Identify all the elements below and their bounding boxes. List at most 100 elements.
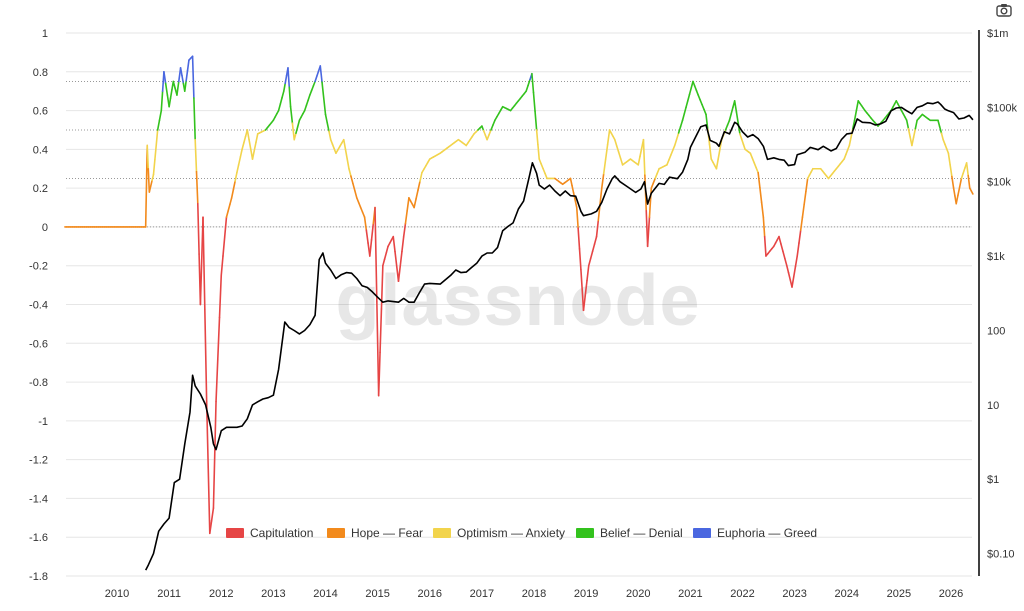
nupl-segment [392,235,396,253]
nupl-segment [617,151,622,160]
nupl-segment [152,158,156,176]
legend: Capitulation Hope — Fear Optimism — Anxiet… [226,526,817,540]
nupl-segment [942,138,946,145]
nupl-segment [220,255,224,277]
legend-swatch [226,528,244,538]
nupl-segment [160,90,164,112]
nupl-segment [666,159,670,166]
nupl-segment [331,143,335,150]
nupl-segment [733,100,738,113]
nupl-segment [912,127,917,138]
nupl-segment [957,186,961,197]
nupl-segment [399,250,403,268]
nupl-segment [210,507,215,522]
nupl-segment [760,201,765,219]
nupl-segment [158,109,163,122]
left-tick-label: 0.8 [33,67,48,79]
nupl-segment [717,148,721,160]
nupl-segment [762,216,766,238]
nupl-segment [531,72,535,94]
nupl-segment [798,229,802,244]
nupl-segment [295,125,299,134]
nupl-segment [542,167,546,175]
nupl-segment [216,316,221,361]
nupl-segment [144,144,149,228]
nupl-segment [255,133,259,144]
legend-label: Euphoria — Greed [717,526,817,540]
right-tick-label: $10k [987,177,1011,189]
nupl-segment [415,189,419,200]
nupl-segment [185,69,189,82]
nupl-segment [784,257,788,267]
nupl-segment [208,519,213,535]
nupl-segment [735,111,739,124]
left-tick-label: 1 [42,28,48,40]
nupl-segment [575,206,579,230]
nupl-segment [176,80,180,96]
nupl-segment [730,106,734,115]
nupl-segment [377,351,381,397]
nupl-segment [382,258,386,267]
nupl-segment [222,235,226,257]
nupl-segment [701,103,705,111]
nupl-segment [602,158,607,175]
nupl-segment [151,173,155,182]
nupl-segment [914,119,918,130]
nupl-segment [237,156,242,166]
right-tick-label: $0.10 [987,549,1015,561]
nupl-segment [374,206,378,303]
nupl-segment [945,147,950,155]
nupl-segment [314,75,318,83]
x-tick-label: 2015 [365,588,389,600]
nupl-segment [728,113,733,122]
nupl-segment [577,227,581,250]
right-tick-label: $1 [987,474,999,486]
nupl-segment [191,55,195,99]
nupl-segment [236,164,240,174]
nupl-segment [172,80,176,90]
nupl-segment [202,216,206,311]
nupl-segment [671,144,676,152]
nupl-segment [397,265,402,283]
camera-icon[interactable] [992,2,1016,18]
x-tick-label: 2013 [261,588,285,600]
x-tick-label: 2026 [939,588,963,600]
nupl-segment [413,198,417,209]
nupl-segment [679,119,684,128]
nupl-segment [686,93,691,102]
nupl-segment [803,190,807,206]
nupl-segment [316,70,320,78]
nupl-segment [322,97,327,116]
nupl-segment [693,85,698,92]
right-tick-label: $100k [987,102,1017,114]
nupl-segment [326,122,330,133]
nupl-segment [482,129,487,136]
nupl-segment [670,149,674,156]
left-tick-label: -1.4 [29,493,48,505]
x-tick-label: 2021 [678,588,702,600]
nupl-segment [792,265,797,278]
nupl-segment [593,235,598,245]
nupl-segment [147,167,151,193]
nupl-segment [677,125,682,134]
nupl-segment [940,132,944,141]
nupl-segment [673,138,678,147]
x-tick-label: 2022 [730,588,754,600]
nupl-segment [284,74,288,85]
nupl-segment [537,143,541,160]
nupl-segment [288,86,292,108]
nupl-segment [907,127,911,138]
nupl-segment [251,149,256,160]
nupl-segment [376,300,380,397]
legend-label: Belief — Denial [600,526,683,540]
nupl-segment [589,250,594,260]
nupl-segment [951,175,955,189]
nupl-segment [163,70,167,85]
nupl-segment [350,175,354,185]
nupl-segment [675,132,680,140]
nupl-segment [307,94,311,102]
left-tick-label: 0 [42,222,48,234]
nupl-segment [755,166,759,174]
nupl-segment [305,99,309,107]
